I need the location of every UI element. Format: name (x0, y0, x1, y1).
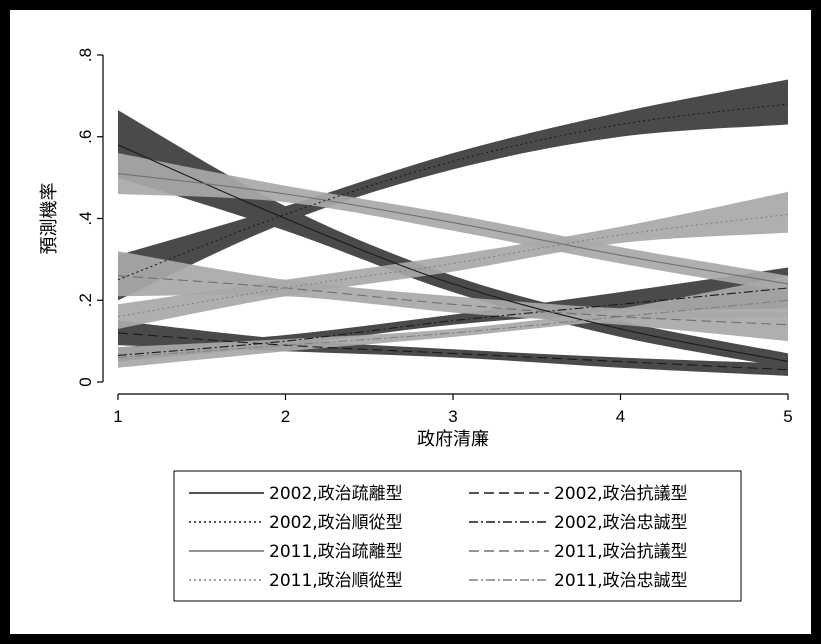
confidence-band-3 (118, 267, 788, 362)
legend-label-7: 2011,政治忠誠型 (554, 571, 688, 591)
y-tick-label-2: .4 (76, 211, 95, 225)
legend: 2002,政治疏離型 2002,政治抗議型 2002,政治順從型 2002,政治忠誠型… (173, 470, 742, 602)
x-axis-ticks: 1 2 3 4 5 (113, 394, 793, 426)
y-tick-label-1: .2 (76, 293, 95, 307)
x-axis-title: 政府清廉 (417, 429, 489, 450)
y-tick-label-3: .6 (76, 130, 95, 144)
legend-label-6: 2011,政治順從型 (269, 571, 403, 591)
x-tick-label-1: 2 (281, 407, 290, 426)
series-line-1 (117, 332, 789, 371)
axes: 1 2 3 4 5 0 .2 .4 .6 .8 (76, 48, 793, 426)
legend-label-3: 2002,政治忠誠型 (554, 513, 688, 533)
x-tick-label-2: 3 (448, 407, 457, 426)
legend-label-1: 2002,政治抗議型 (554, 484, 688, 504)
legend-label-0: 2002,政治疏離型 (269, 484, 403, 504)
series-line-5 (117, 275, 789, 326)
y-tick-label-4: .8 (76, 48, 95, 62)
y-tick-label-0: 0 (76, 377, 95, 386)
series-line-7 (117, 299, 789, 359)
series-lines (117, 103, 789, 371)
y-axis-ticks: 0 .2 .4 .6 .8 (76, 48, 103, 387)
x-tick-label-3: 4 (616, 407, 625, 426)
x-tick-label-4: 5 (783, 407, 792, 426)
series-line-4 (117, 172, 789, 285)
series-line-2 (117, 103, 789, 281)
legend-box (173, 470, 742, 602)
series-line-3 (117, 287, 789, 356)
legend-label-5: 2011,政治抗議型 (554, 542, 688, 562)
confidence-band-2 (118, 79, 788, 301)
confidence-band-0 (118, 110, 788, 368)
legend-label-4: 2011,政治疏離型 (269, 542, 403, 562)
y-axis-title: 預測機率 (39, 183, 60, 255)
legend-label-2: 2002,政治順從型 (269, 513, 403, 533)
x-tick-label-0: 1 (113, 407, 122, 426)
series-line-0 (117, 144, 789, 363)
